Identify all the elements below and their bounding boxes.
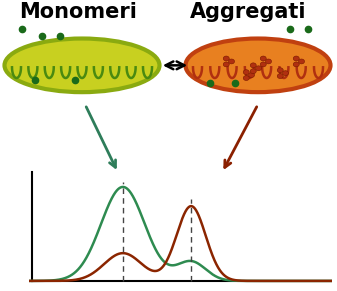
- Ellipse shape: [250, 63, 256, 68]
- Ellipse shape: [248, 73, 254, 77]
- Ellipse shape: [293, 62, 299, 67]
- Ellipse shape: [299, 59, 305, 64]
- Ellipse shape: [185, 38, 331, 92]
- Ellipse shape: [266, 59, 272, 64]
- Ellipse shape: [223, 62, 229, 67]
- Ellipse shape: [223, 56, 229, 61]
- Ellipse shape: [255, 66, 262, 71]
- Ellipse shape: [243, 70, 249, 74]
- Ellipse shape: [243, 76, 249, 81]
- Ellipse shape: [277, 68, 283, 73]
- Text: Aggregati: Aggregati: [190, 2, 306, 22]
- Ellipse shape: [260, 56, 266, 61]
- Text: Monomeri: Monomeri: [19, 2, 137, 22]
- Ellipse shape: [4, 38, 159, 92]
- Text: 527 nm: 527 nm: [103, 290, 143, 291]
- Ellipse shape: [228, 59, 235, 64]
- Ellipse shape: [277, 74, 283, 79]
- Ellipse shape: [293, 56, 299, 61]
- Text: 590 nm: 590 nm: [171, 290, 211, 291]
- Ellipse shape: [282, 71, 288, 76]
- Ellipse shape: [250, 69, 256, 74]
- Ellipse shape: [260, 62, 266, 67]
